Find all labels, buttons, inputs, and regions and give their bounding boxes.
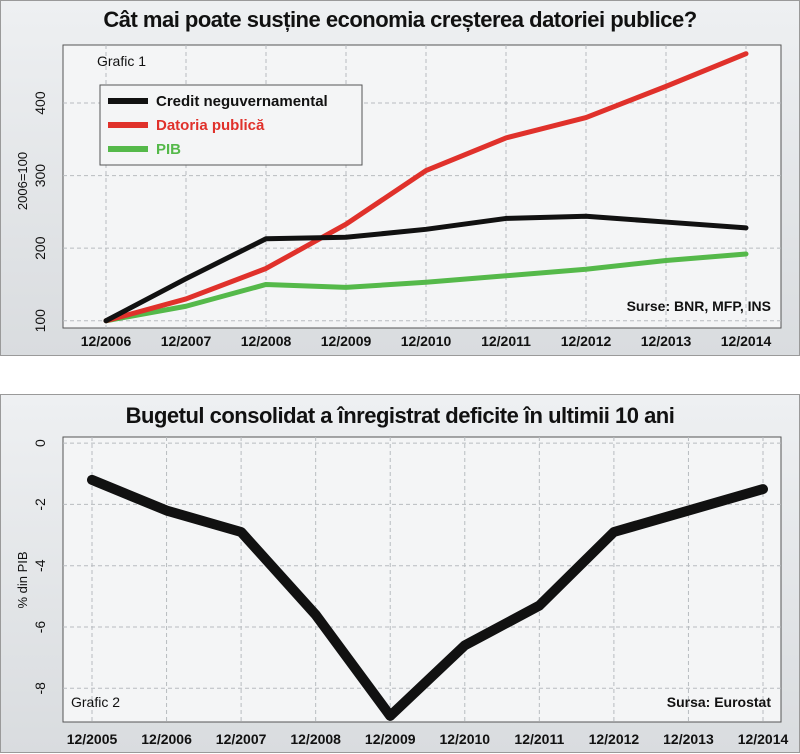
y-axis-label: 2006=100: [15, 152, 30, 210]
series-line: [87, 474, 768, 721]
y-tick-label: -8: [32, 682, 48, 695]
x-tick-label: 12/2014: [738, 731, 789, 747]
y-tick-label: -6: [32, 621, 48, 634]
x-tick-label: 12/2013: [641, 333, 692, 349]
x-tick-label: 12/2010: [401, 333, 452, 349]
legend-label: Datoria publică: [156, 117, 265, 134]
x-tick-label: 12/2010: [439, 731, 490, 747]
x-tick-label: 12/2005: [67, 731, 118, 747]
x-tick-label: 12/2014: [721, 333, 772, 349]
series-line: [103, 251, 749, 324]
source-note: Sursa: Eurostat: [667, 694, 772, 710]
y-tick-label: -4: [32, 559, 48, 572]
x-tick-label: 12/2011: [514, 731, 564, 747]
series-line: [103, 51, 749, 324]
x-tick-label: 12/2009: [321, 333, 372, 349]
y-tick-label: -2: [32, 498, 48, 511]
y-tick-label: 0: [32, 439, 48, 447]
line-chart-2: 0 -2 -4 -6 -8 12/2005 12/2006 12/2007 12/2008 12/…: [15, 436, 789, 747]
x-tick-label: 12/2006: [81, 333, 132, 349]
x-tick-label: 12/2008: [290, 731, 341, 747]
series-line: [103, 213, 749, 324]
legend-label: PIB: [156, 141, 181, 158]
x-tick-label: 12/2006: [141, 731, 192, 747]
x-tick-label: 12/2009: [365, 731, 416, 747]
y-tick-label: 300: [32, 164, 48, 188]
x-tick-label: 12/2012: [589, 731, 640, 747]
legend-label: Credit neguvernamental: [156, 93, 328, 110]
y-axis-label: % din PIB: [15, 551, 30, 608]
plot-area: [62, 436, 782, 723]
y-tick-label: 200: [32, 236, 48, 260]
chart-panel-2: Bugetul consolidat a înregistrat deficit…: [0, 394, 800, 753]
panel-label: Grafic 1: [97, 53, 146, 69]
x-tick-label: 12/2011: [481, 333, 531, 349]
chart-title: Bugetul consolidat a înregistrat deficit…: [125, 403, 675, 428]
chart-panel-1: Cât mai poate susține economia creșterea…: [0, 0, 800, 356]
x-tick-label: 12/2012: [561, 333, 612, 349]
x-tick-label: 12/2008: [241, 333, 292, 349]
y-tick-label: 100: [32, 309, 48, 333]
y-tick-label: 400: [32, 91, 48, 115]
x-tick-label: 12/2013: [663, 731, 714, 747]
x-tick-label: 12/2007: [161, 333, 212, 349]
source-note: Surse: BNR, MFP, INS: [627, 298, 771, 314]
chart-title: Cât mai poate susține economia creșterea…: [103, 7, 697, 32]
x-tick-label: 12/2007: [216, 731, 267, 747]
line-chart-1: 100 200 300 400 12/2006 12/2007 12/2008 12/2009…: [15, 44, 782, 349]
panel-label: Grafic 2: [71, 694, 120, 710]
